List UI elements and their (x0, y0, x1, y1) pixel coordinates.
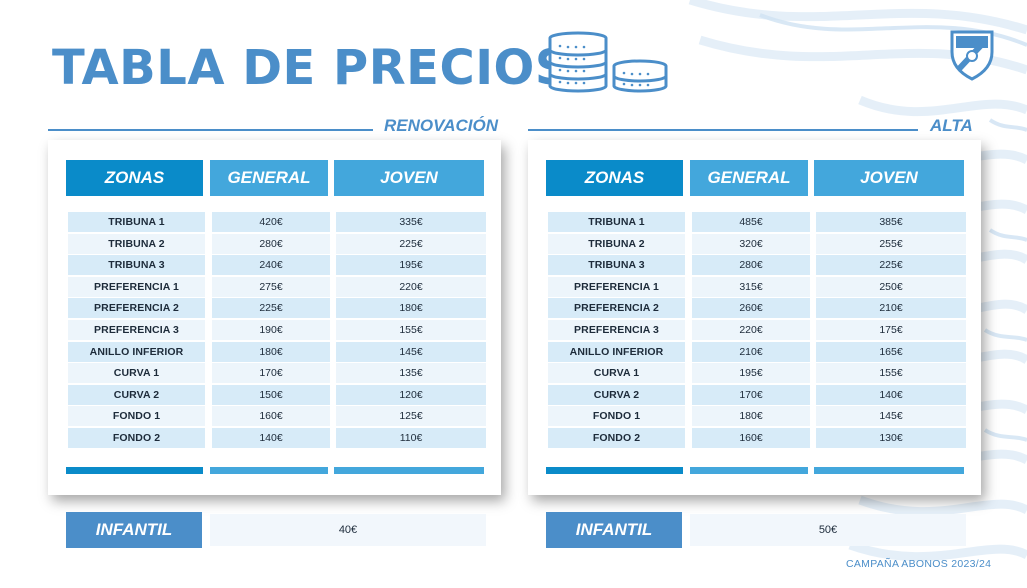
general-price-cell: 210€ (692, 341, 810, 362)
general-price-cell: 485€ (692, 212, 810, 232)
alta-section-label: ALTA (930, 116, 973, 135)
zone-cell: PREFERENCIA 2 (548, 298, 685, 319)
general-header: GENERAL (210, 160, 328, 196)
general-price-cell: 170€ (212, 363, 330, 384)
general-price-cell: 420€ (212, 212, 330, 232)
general-price-cell: 280€ (212, 233, 330, 254)
general-price-cell: 220€ (692, 319, 810, 340)
joven-price-cell: 145€ (336, 341, 486, 362)
zone-cell: PREFERENCIA 3 (68, 319, 205, 340)
general-price-cell: 150€ (212, 384, 330, 405)
joven-price-cell: 135€ (336, 363, 486, 384)
general-price-cell: 195€ (692, 363, 810, 384)
general-price-cell: 225€ (212, 298, 330, 319)
joven-price-cell: 140€ (816, 384, 966, 405)
joven-price-cell: 255€ (816, 233, 966, 254)
joven-price-cell: 210€ (816, 298, 966, 319)
zone-cell: PREFERENCIA 1 (548, 276, 685, 297)
zone-cell: CURVA 2 (68, 384, 205, 405)
joven-price-cell: 225€ (816, 255, 966, 276)
joven-price-cell: 125€ (336, 406, 486, 427)
joven-price-cell: 220€ (336, 276, 486, 297)
renovacion-divider (48, 129, 373, 131)
footer-bar (546, 467, 683, 474)
general-price-cell: 280€ (692, 255, 810, 276)
zone-cell: TRIBUNA 1 (68, 212, 205, 232)
infantil-label: INFANTIL (66, 512, 202, 548)
page-title: TABLA DE PRECIOS (52, 40, 570, 96)
zone-cell: CURVA 1 (548, 363, 685, 384)
general-price-cell: 180€ (692, 406, 810, 427)
zone-cell: TRIBUNA 3 (68, 255, 205, 276)
zone-cell: PREFERENCIA 2 (68, 298, 205, 319)
zone-cell: FONDO 1 (68, 406, 205, 427)
coin-stack-icon (548, 31, 668, 93)
general-header: GENERAL (690, 160, 808, 196)
footer-bar (66, 467, 203, 474)
joven-price-cell: 155€ (336, 319, 486, 340)
general-price-cell: 315€ (692, 276, 810, 297)
footer-bar (210, 467, 328, 474)
joven-price-cell: 385€ (816, 212, 966, 232)
joven-header: JOVEN (334, 160, 484, 196)
footer-bar (814, 467, 964, 474)
joven-price-cell: 120€ (336, 384, 486, 405)
general-price-cell: 320€ (692, 233, 810, 254)
joven-price-cell: 130€ (816, 427, 966, 448)
zone-cell: CURVA 2 (548, 384, 685, 405)
joven-price-cell: 155€ (816, 363, 966, 384)
campaign-footer: CAMPAÑA ABONOS 2023/24 (846, 558, 992, 570)
renovacion-price-table: ZONAS GENERAL JOVEN TRIBUNA 1 420€ 335€ TRI… (48, 140, 501, 495)
joven-price-cell: 250€ (816, 276, 966, 297)
zone-cell: PREFERENCIA 3 (548, 319, 685, 340)
zone-cell: TRIBUNA 1 (548, 212, 685, 232)
zone-cell: FONDO 2 (548, 427, 685, 448)
footer-bar (334, 467, 484, 474)
zonas-header: ZONAS (546, 160, 683, 196)
joven-header: JOVEN (814, 160, 964, 196)
joven-price-cell: 335€ (336, 212, 486, 232)
zone-cell: ANILLO INFERIOR (548, 341, 685, 362)
zone-cell: TRIBUNA 2 (68, 233, 205, 254)
general-price-cell: 180€ (212, 341, 330, 362)
zone-cell: FONDO 2 (68, 427, 205, 448)
zone-cell: FONDO 1 (548, 406, 685, 427)
zonas-header: ZONAS (66, 160, 203, 196)
alta-divider (528, 129, 918, 131)
zone-cell: TRIBUNA 2 (548, 233, 685, 254)
general-price-cell: 140€ (212, 427, 330, 448)
club-crest-logo (950, 30, 994, 81)
general-price-cell: 170€ (692, 384, 810, 405)
zone-cell: CURVA 1 (68, 363, 205, 384)
renovacion-section-label: RENOVACIÓN (384, 116, 498, 135)
general-price-cell: 160€ (692, 427, 810, 448)
joven-price-cell: 165€ (816, 341, 966, 362)
joven-price-cell: 145€ (816, 406, 966, 427)
zone-cell: ANILLO INFERIOR (68, 341, 205, 362)
joven-price-cell: 180€ (336, 298, 486, 319)
infantil-price: 40€ (210, 514, 486, 546)
zone-cell: TRIBUNA 3 (548, 255, 685, 276)
joven-price-cell: 175€ (816, 319, 966, 340)
general-price-cell: 275€ (212, 276, 330, 297)
footer-bar (690, 467, 808, 474)
zone-cell: PREFERENCIA 1 (68, 276, 205, 297)
infantil-label: INFANTIL (546, 512, 682, 548)
joven-price-cell: 195€ (336, 255, 486, 276)
joven-price-cell: 110€ (336, 427, 486, 448)
alta-price-table: ZONAS GENERAL JOVEN TRIBUNA 1 485€ 385€ TRI… (528, 140, 981, 495)
general-price-cell: 260€ (692, 298, 810, 319)
general-price-cell: 240€ (212, 255, 330, 276)
general-price-cell: 190€ (212, 319, 330, 340)
joven-price-cell: 225€ (336, 233, 486, 254)
infantil-price: 50€ (690, 514, 966, 546)
general-price-cell: 160€ (212, 406, 330, 427)
